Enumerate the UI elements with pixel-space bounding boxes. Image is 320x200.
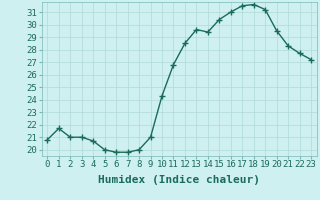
X-axis label: Humidex (Indice chaleur): Humidex (Indice chaleur) (98, 175, 260, 185)
